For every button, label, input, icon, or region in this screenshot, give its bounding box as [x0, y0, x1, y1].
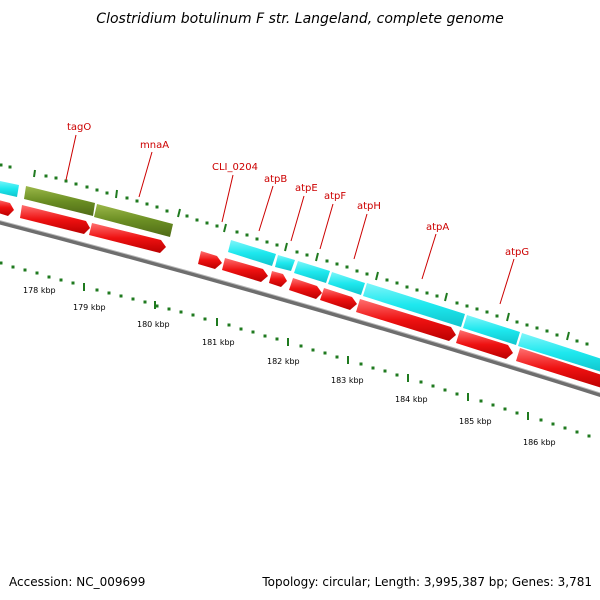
gene-block-cyan-left[interactable] — [0, 180, 19, 197]
genome-backbone-highlight — [0, 220, 600, 394]
cds-arrow[interactable] — [89, 223, 166, 253]
cds-arrow[interactable] — [289, 278, 322, 299]
gene-block-mnaa[interactable] — [94, 204, 173, 237]
gene-label-atpa[interactable]: atpA — [426, 222, 449, 233]
gene-block-atpe[interactable] — [294, 261, 330, 283]
gene-block-atpg[interactable] — [463, 315, 520, 345]
outer-tick-track — [0, 163, 589, 346]
cds-arrow[interactable] — [198, 251, 222, 269]
scale-label: 182 kbp — [267, 357, 300, 366]
gene-label-cli0204[interactable]: CLI_0204 — [212, 162, 258, 173]
gene-block-right[interactable] — [518, 333, 600, 373]
scale-tick-track — [0, 261, 591, 438]
gene-label-leaders — [65, 134, 515, 305]
cds-arrow[interactable] — [269, 271, 287, 287]
scale-label: 183 kbp — [331, 376, 364, 385]
gene-label-tago[interactable]: tagO — [67, 122, 91, 133]
scale-label: 185 kbp — [459, 417, 492, 426]
cds-arrow[interactable] — [320, 288, 357, 310]
cds-arrow[interactable] — [356, 299, 456, 341]
genome-backbone — [0, 220, 600, 397]
scale-label: 178 kbp — [23, 286, 56, 295]
gene-label-atpe[interactable]: atpE — [295, 183, 318, 194]
gene-block-tago[interactable] — [24, 186, 95, 216]
gene-label-atpg[interactable]: atpG — [505, 247, 529, 258]
scale-label: 179 kbp — [73, 303, 106, 312]
gene-label-mnaa[interactable]: mnaA — [140, 140, 169, 151]
scale-labels: 178 kbp 179 kbp 180 kbp 181 kbp 182 kbp … — [23, 286, 556, 447]
feature-track-upper — [0, 180, 600, 373]
gene-labels: tagO mnaA CLI_0204 atpB atpE atpF atpH a… — [67, 122, 529, 258]
gene-label-atpb[interactable]: atpB — [264, 174, 287, 185]
cds-arrow[interactable] — [516, 348, 600, 389]
feature-track-lower — [0, 199, 600, 389]
map-title: Clostridium botulinum F str. Langeland, … — [96, 11, 503, 27]
scale-label: 186 kbp — [523, 438, 556, 447]
scale-label: 184 kbp — [395, 395, 428, 404]
gene-block-atph-atpa[interactable] — [363, 283, 465, 327]
scale-label: 181 kbp — [202, 338, 235, 347]
cds-arrow[interactable] — [0, 199, 14, 216]
cds-arrow[interactable] — [222, 258, 268, 282]
topology-text: Topology: circular; Length: 3,995,387 bp… — [261, 575, 592, 589]
gene-block-cli0204[interactable] — [228, 240, 276, 266]
gene-block-atpb[interactable] — [275, 255, 295, 271]
gene-block-atpf[interactable] — [328, 272, 365, 295]
scale-label: 180 kbp — [137, 320, 170, 329]
gene-label-atpf[interactable]: atpF — [324, 191, 346, 202]
cds-arrow[interactable] — [20, 205, 90, 234]
accession-text: Accession: NC_009699 — [9, 575, 145, 589]
gene-label-atph[interactable]: atpH — [357, 201, 381, 212]
cds-arrow[interactable] — [456, 330, 513, 359]
